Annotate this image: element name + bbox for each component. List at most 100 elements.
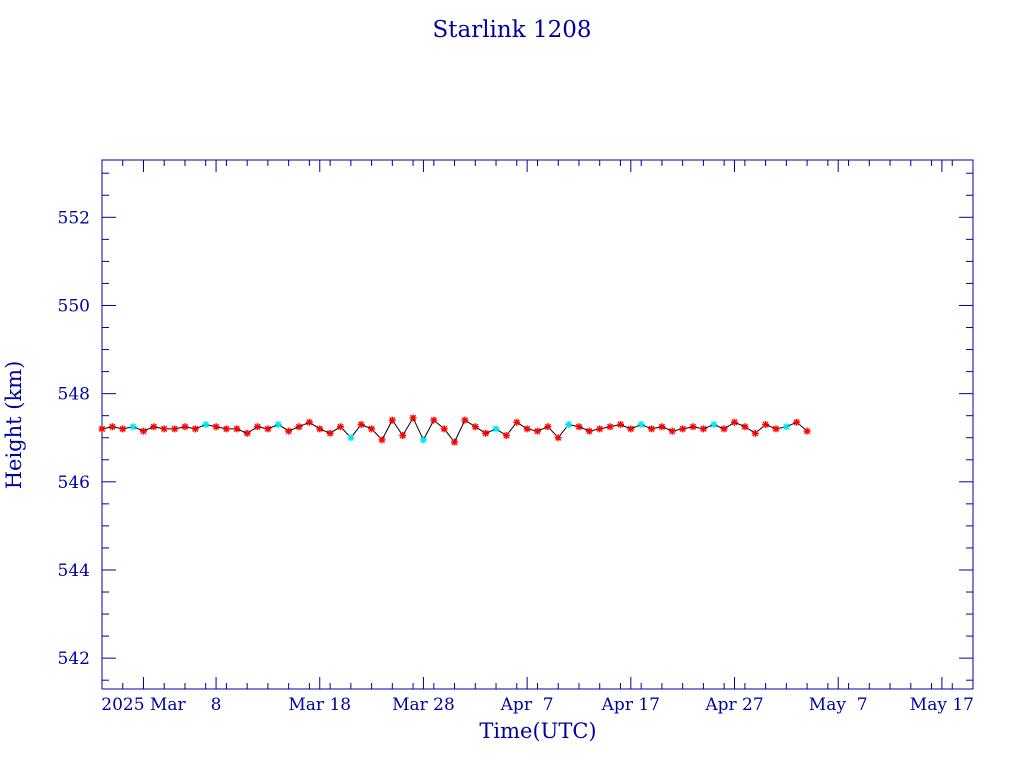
data-point-stroke (648, 425, 655, 433)
data-point (502, 432, 510, 439)
data-point (731, 418, 738, 426)
data-point (181, 423, 189, 431)
data-point-stroke (306, 419, 313, 426)
data-point (720, 425, 728, 433)
data-point-stroke (472, 423, 479, 430)
data-point (357, 421, 365, 428)
y-tick-label: 548 (58, 385, 90, 405)
data-point-stroke (140, 427, 147, 435)
data-point-stroke (783, 423, 790, 430)
data-point-stroke (658, 423, 666, 430)
data-point-stroke (285, 427, 292, 435)
plot-frame (101, 159, 974, 690)
data-point (233, 425, 241, 433)
data-point (337, 423, 344, 431)
data-point-stroke (378, 436, 386, 444)
data-point (409, 414, 417, 422)
data-point-stroke (161, 425, 168, 433)
data-point (782, 423, 790, 431)
data-point (440, 425, 448, 433)
data-point (658, 423, 666, 431)
data-point-stroke (109, 423, 116, 430)
data-point-stroke (555, 434, 562, 441)
data-point (368, 425, 376, 433)
x-tick-label: Apr 7 (500, 695, 554, 715)
data-point-stroke (606, 423, 614, 430)
data-point (648, 425, 656, 433)
data-point-stroke (233, 425, 240, 433)
data-point-stroke (337, 423, 344, 430)
data-point (710, 421, 718, 428)
x-tick-label: Mar 28 (392, 695, 455, 715)
data-point-stroke (192, 425, 199, 433)
data-point (378, 436, 386, 444)
data-point-stroke (171, 425, 178, 433)
data-point-stroke (295, 423, 303, 430)
data-point (150, 423, 158, 431)
data-point (617, 421, 624, 428)
data-point-stroke (513, 419, 520, 426)
data-point (451, 438, 458, 446)
data-point-stroke (119, 425, 126, 433)
data-point-stroke (316, 425, 323, 433)
data-point (347, 434, 355, 442)
data-point (699, 425, 707, 433)
data-point (668, 427, 676, 435)
data-point (534, 427, 541, 435)
data-point (741, 423, 749, 431)
data-point-stroke (731, 419, 738, 426)
y-tick-label: 542 (58, 649, 90, 669)
data-point (140, 427, 147, 435)
y-tick-label: 552 (58, 208, 90, 228)
y-tick-label: 546 (58, 473, 90, 493)
data-point (575, 423, 583, 431)
data-point (129, 423, 137, 431)
x-tick-labels: 2025 Mar 8 Mar 18 Mar 28 Apr 7 Apr 17 Apr 27 Ma… (101, 695, 974, 715)
data-point-stroke (347, 434, 355, 441)
data-point-stroke (368, 425, 375, 433)
data-point (492, 425, 500, 433)
x-tick-label: 8 (211, 695, 222, 715)
data-point (171, 425, 179, 433)
data-point (191, 425, 199, 433)
data-point-stroke (441, 425, 448, 433)
data-point-stroke (98, 425, 106, 433)
data-point-stroke (638, 421, 645, 428)
data-point (388, 416, 396, 424)
data-point-stroke (689, 423, 697, 430)
data-point (513, 418, 521, 426)
data-point (596, 425, 604, 433)
data-point (544, 423, 552, 431)
y-tick-labels: 542 544 546 548 550 552 (58, 208, 90, 669)
data-point-stroke (150, 423, 157, 430)
data-point (554, 434, 562, 442)
x-axis-label: Time(UTC) (479, 719, 596, 743)
data-point-stroke (523, 425, 531, 433)
data-point (326, 429, 334, 437)
y-tick-label: 544 (58, 561, 90, 581)
data-point (637, 421, 645, 428)
data-point (793, 418, 801, 426)
data-point (254, 423, 261, 431)
data-point-stroke (430, 416, 437, 424)
data-point (772, 425, 780, 433)
data-point-stroke (752, 430, 759, 437)
data-point-stroke (741, 423, 749, 430)
data-point-stroke (596, 425, 603, 433)
data-point (565, 421, 573, 428)
x-tick-label: Apr 27 (704, 695, 763, 715)
data-point (751, 429, 759, 437)
data-point (523, 425, 531, 433)
x-tick-label: May 7 (809, 695, 868, 715)
data-point (419, 436, 427, 444)
data-point-stroke (326, 430, 334, 437)
data-point-stroke (264, 425, 272, 433)
data-point (212, 423, 220, 431)
data-point-stroke (212, 423, 220, 430)
data-point (430, 416, 438, 424)
data-point (285, 427, 293, 435)
chart-title: Starlink 1208 (432, 17, 591, 43)
data-point-stroke (129, 423, 137, 430)
data-point (222, 425, 230, 433)
